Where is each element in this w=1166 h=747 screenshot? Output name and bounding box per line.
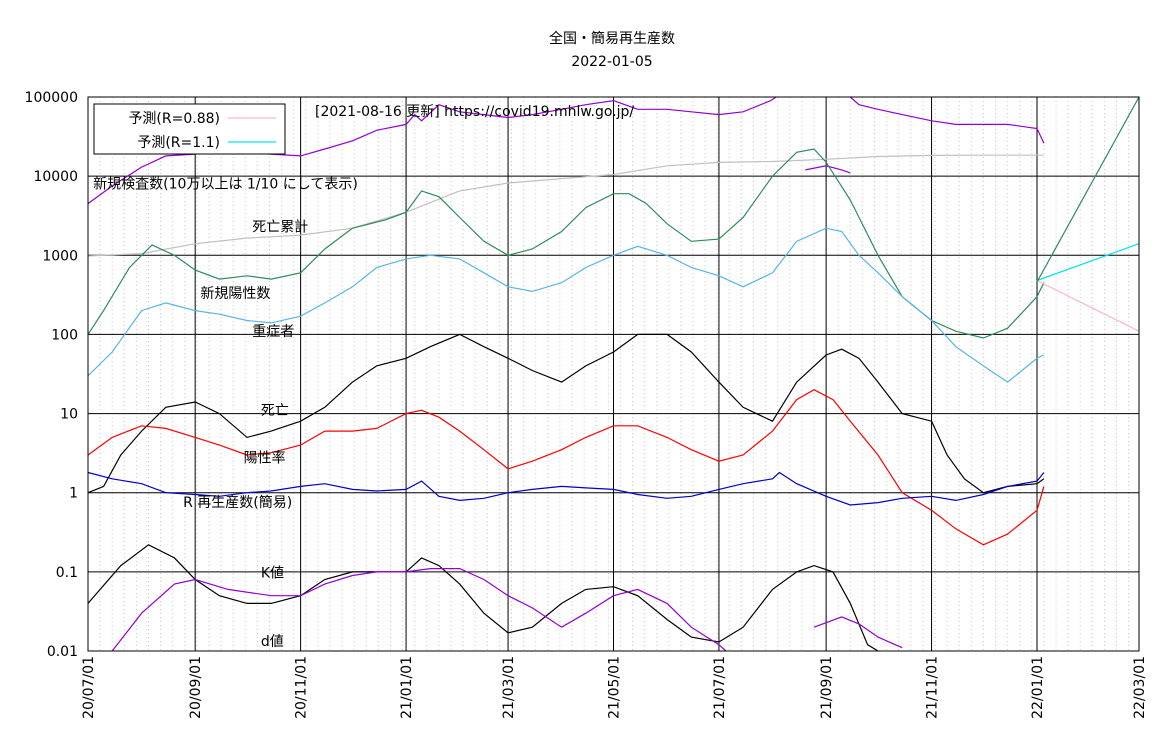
x-tick-label: 21/05/01 — [607, 656, 623, 719]
y-tick-label: 100 — [51, 327, 78, 343]
series-line-new_pos — [87, 227, 1045, 383]
y-tick-label: 100000 — [25, 90, 78, 106]
series-line-severe — [87, 333, 1045, 494]
series-line-pred_11 — [1036, 243, 1140, 282]
series-line-k_value — [87, 544, 879, 652]
series-line-deaths_cum — [87, 154, 1044, 257]
series-label-2: 新規陽性数 — [200, 286, 270, 302]
series-label-5: 陽性率 — [244, 450, 286, 467]
series-label-4: 死亡 — [261, 403, 289, 419]
x-tick-label: 20/07/01 — [81, 656, 97, 719]
y-tick-label: 0.1 — [56, 565, 78, 581]
x-axis-ticks: 20/07/01 20/09/01 20/11/01 21/01/01 21/03/01… — [81, 656, 1148, 719]
series-label-1: 死亡累計 — [252, 219, 308, 235]
chart-subtitle: 2022-01-05 — [571, 54, 652, 70]
y-tick-label: 1 — [69, 486, 78, 502]
y-tick-label: 1000 — [42, 248, 78, 264]
series-label-8: d値 — [261, 634, 284, 650]
y-axis-ticks: 0.01 0.1 1 10 100 1000 10000 100000 — [25, 90, 78, 660]
x-tick-label: 21/07/01 — [712, 656, 728, 719]
series-line-r_simple — [87, 471, 1045, 506]
x-tick-label: 21/09/01 — [819, 656, 835, 719]
minor-grid — [99, 97, 1130, 651]
series-layer — [87, 96, 1140, 652]
series-line-pred_new — [1036, 96, 1140, 283]
series-label-7: K値 — [261, 565, 284, 581]
y-tick-label: 10000 — [33, 169, 78, 185]
x-tick-label: 21/03/01 — [501, 656, 517, 719]
x-tick-label: 22/01/01 — [1030, 656, 1046, 719]
legend-box — [93, 103, 286, 155]
y-tick-label: 10 — [60, 407, 78, 423]
plot-frame — [87, 96, 1140, 652]
series-line-severe_or_new — [87, 148, 1045, 339]
series-line-tests2 — [805, 165, 851, 174]
series-line-tests3 — [849, 96, 1045, 144]
series-label-6: R 再生産数(簡易) — [183, 495, 292, 511]
x-tick-label: 20/09/01 — [188, 656, 204, 719]
x-tick-label: 20/11/01 — [294, 656, 310, 719]
series-label-0: 新規検査数(10万以上は 1/10 にして表示) — [93, 176, 358, 192]
x-tick-label: 21/11/01 — [925, 656, 941, 719]
series-line-positivity — [87, 389, 1045, 546]
series-label-3: 重症者 — [252, 324, 294, 340]
x-tick-label: 21/01/01 — [399, 656, 415, 719]
legend-label-1: 予測(R=1.1) — [137, 135, 220, 151]
chart-title: 全国・簡易再生産数 — [549, 30, 675, 47]
series-line-pred_088 — [1036, 279, 1140, 332]
series-line-d_value2 — [813, 616, 903, 649]
x-tick-label: 22/03/01 — [1132, 656, 1148, 719]
series-line-d_value — [111, 567, 727, 652]
legend-label-0: 予測(R=0.88) — [128, 111, 220, 127]
y-tick-label: 0.01 — [47, 644, 78, 660]
legend: 予測(R=0.88) 予測(R=1.1) — [93, 103, 286, 155]
series-labels: 新規検査数(10万以上は 1/10 にして表示) 死亡累計新規陽性数重症者死亡陽性… — [93, 176, 358, 650]
chart-annotation: [2021-08-16 更新] https://covid19.mhlw.go.… — [315, 104, 634, 120]
